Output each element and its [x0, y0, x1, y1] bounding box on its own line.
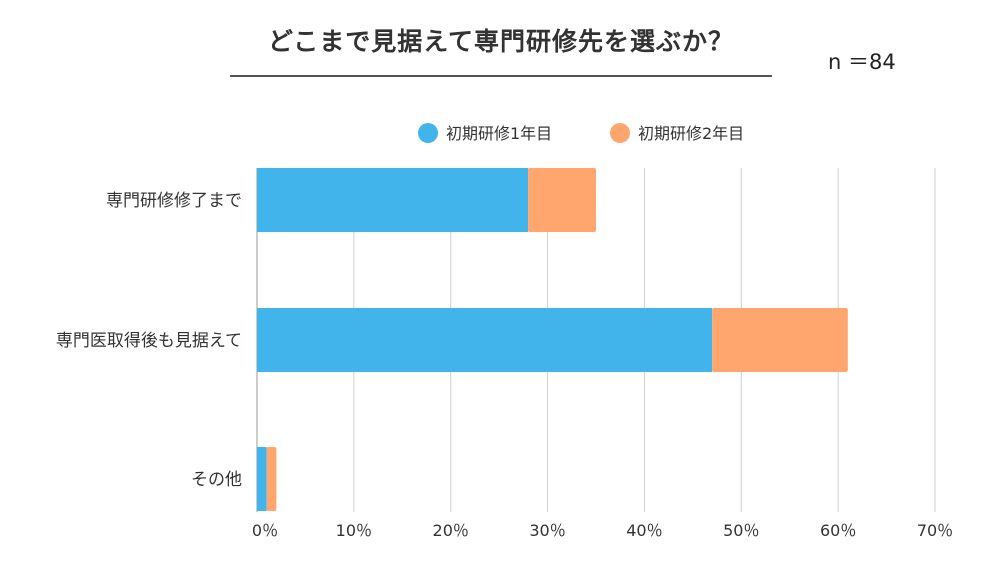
- legend-label: 初期研修2年目: [638, 124, 744, 143]
- chart-title: どこまで見据えて専門研修先を選ぶか？: [267, 27, 734, 56]
- bar-segment-2: [266, 447, 277, 511]
- category-label: その他: [191, 470, 242, 490]
- x-tick-label: 0％: [252, 521, 278, 540]
- legend-swatch: [418, 123, 438, 143]
- bar-segment-1: [257, 447, 267, 511]
- x-tick-label: 10％: [336, 521, 372, 540]
- x-tick-label: 50％: [723, 521, 759, 540]
- bar-segment-1: [257, 308, 713, 372]
- bar-segment-2: [528, 168, 596, 232]
- x-tick-label: 70％: [917, 521, 953, 540]
- legend-swatch: [610, 123, 630, 143]
- x-tick-label: 60％: [820, 521, 856, 540]
- category-label: 専門研修修了まで: [106, 191, 242, 211]
- legend-label: 初期研修1年目: [446, 124, 552, 143]
- x-tick-label: 40％: [626, 521, 662, 540]
- sample-size-label: n ＝84: [828, 50, 896, 74]
- x-tick-label: 30％: [529, 521, 565, 540]
- bar-segment-2: [712, 308, 848, 372]
- category-label: 専門医取得後も見据えて: [56, 331, 242, 351]
- bar-segment-1: [257, 168, 529, 232]
- title-underline: [230, 75, 772, 77]
- x-tick-label: 20％: [433, 521, 469, 540]
